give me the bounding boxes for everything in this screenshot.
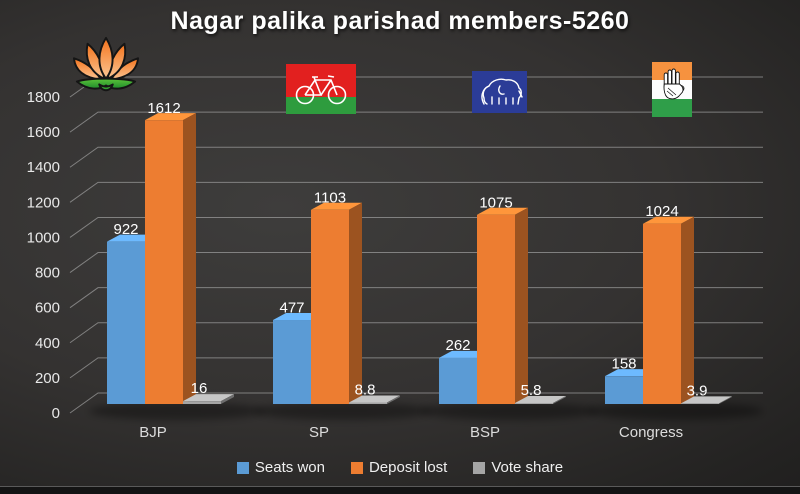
chart-legend: Seats won Deposit lost Vote share xyxy=(0,459,800,476)
gridline-1600 xyxy=(69,111,763,133)
legend-swatch xyxy=(473,461,486,474)
slide-bottom-edge xyxy=(0,486,800,494)
chart-title: Nagar palika parishad members-5260 xyxy=(170,7,630,35)
legend-swatch xyxy=(236,461,249,474)
gridline-400 xyxy=(69,322,763,344)
data-label-BSP-1: 1075 xyxy=(479,194,512,211)
bjp-lotus-icon xyxy=(73,36,139,92)
y-tick-1200: 1200 xyxy=(27,194,60,211)
bar-Congress-vote-share xyxy=(681,396,732,404)
bar-Congress-deposit-lost xyxy=(643,216,694,404)
legend-item-deposit-lost: Deposit lost xyxy=(350,459,448,476)
legend-item-vote-share: Vote share xyxy=(473,459,563,476)
data-label-SP-1: 1103 xyxy=(314,189,346,206)
congress-hand-flag-icon xyxy=(652,62,692,117)
y-tick-0: 0 xyxy=(52,405,60,422)
data-label-BJP-1: 1612 xyxy=(147,100,180,117)
gridline-1000 xyxy=(69,216,763,238)
bsp-elephant-flag-icon xyxy=(472,71,527,113)
y-tick-200: 200 xyxy=(35,370,60,387)
legend-item-seats-won: Seats won xyxy=(236,459,325,476)
legend-swatch xyxy=(350,461,363,474)
gridline-1200 xyxy=(69,181,763,203)
data-label-BJP-2: 16 xyxy=(191,380,208,397)
y-tick-1400: 1400 xyxy=(27,159,60,176)
data-label-Congress-2: 3.9 xyxy=(687,382,708,399)
data-label-SP-2: 8.8 xyxy=(355,381,376,398)
y-tick-1000: 1000 xyxy=(27,229,60,246)
bar-shadow xyxy=(89,402,265,420)
bar-SP-vote-share xyxy=(349,395,400,404)
sp-bicycle-flag-icon xyxy=(286,64,356,114)
bar-shadow xyxy=(421,402,597,420)
y-tick-1600: 1600 xyxy=(27,124,60,141)
y-tick-800: 800 xyxy=(35,265,60,282)
bar-BJP-deposit-lost xyxy=(145,113,196,404)
y-tick-1800: 1800 xyxy=(27,89,60,106)
data-label-Congress-0: 158 xyxy=(611,355,636,372)
gridline-1400 xyxy=(69,146,763,168)
y-tick-600: 600 xyxy=(35,300,60,317)
legend-label: Vote share xyxy=(491,459,564,476)
legend-label: Seats won xyxy=(254,459,325,476)
category-label-BSP: BSP xyxy=(470,424,500,441)
data-label-SP-0: 477 xyxy=(279,299,304,316)
category-label-Congress: Congress xyxy=(619,424,683,441)
bar-BSP-deposit-lost xyxy=(477,207,528,404)
bar-shadow xyxy=(255,402,431,420)
category-label-SP: SP xyxy=(309,424,329,441)
data-label-BSP-2: 5.8 xyxy=(521,382,542,399)
gridline-600 xyxy=(69,287,763,309)
bar-shadow xyxy=(587,402,763,420)
gridline-800 xyxy=(69,252,763,273)
data-label-BJP-0: 922 xyxy=(113,221,138,238)
gridline-0 xyxy=(69,392,763,414)
data-label-Congress-1: 1024 xyxy=(645,203,678,220)
bar-BSP-vote-share xyxy=(515,395,566,404)
gridline-200 xyxy=(69,357,763,379)
bar-SP-deposit-lost xyxy=(311,202,362,404)
data-label-BSP-0: 262 xyxy=(445,337,470,354)
y-tick-400: 400 xyxy=(35,335,60,352)
category-label-BJP: BJP xyxy=(139,424,167,441)
legend-label: Deposit lost xyxy=(368,459,448,476)
bar-BJP-vote-share xyxy=(183,394,234,404)
